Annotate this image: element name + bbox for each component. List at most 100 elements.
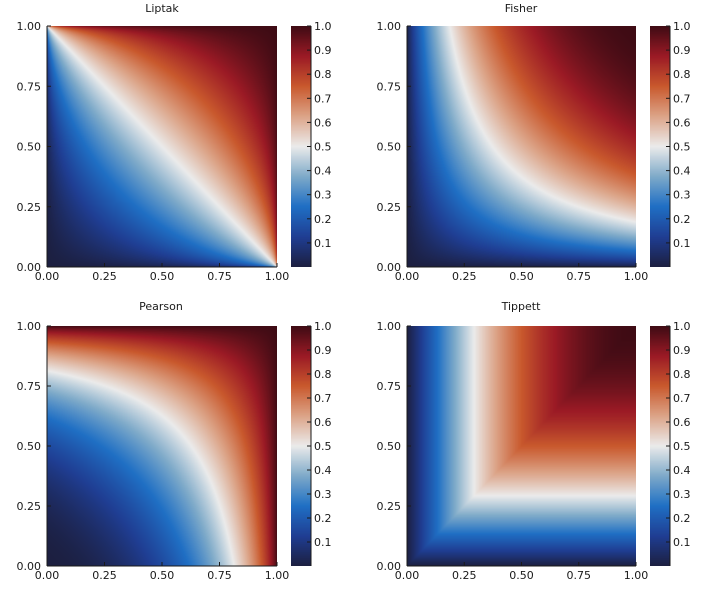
x-tick-label: 0.75: [567, 569, 592, 582]
x-tick-label: 0.75: [567, 270, 592, 283]
axes: 0.00 0.25 0.50 0.75 1.00 0.00 0.25 0.50 0.75 1.00: [377, 320, 649, 582]
colorbar-tick-label: 0.7: [314, 92, 332, 105]
y-tick-label: 0.75: [377, 80, 402, 93]
colorbar-tick-label: 1.0: [314, 320, 332, 333]
y-tick-label: 0.50: [17, 440, 42, 453]
y-tick-label: 0.00: [17, 560, 42, 573]
axes: 0.00 0.25 0.50 0.75 1.00 0.00 0.25 0.50 0.75 1.00: [377, 20, 649, 283]
y-tick-label: 0.00: [377, 261, 402, 274]
y-tick-label: 0.50: [377, 141, 402, 154]
colorbar-tick-label: 0.8: [314, 68, 332, 81]
heatmap-area: [407, 26, 636, 267]
colorbar-tick-label: 1.0: [314, 20, 332, 33]
x-tick-label: 0.25: [92, 270, 117, 283]
colorbar: [291, 26, 311, 267]
colorbar-tick-label: 1.0: [673, 320, 691, 333]
panel-title: Tippett: [501, 300, 541, 313]
x-tick-label: 0.50: [150, 569, 175, 582]
colorbar-tick-label: 0.4: [314, 464, 332, 477]
colorbar: [650, 326, 670, 566]
colorbar-tick-label: 0.8: [314, 368, 332, 381]
y-tick-label: 0.75: [17, 380, 42, 393]
heatmap-area: [47, 26, 277, 267]
x-tick-label: 0.25: [452, 270, 477, 283]
colorbar-tick-label: 0.3: [673, 189, 691, 202]
colorbar-axis: 0.1 0.2 0.3 0.4 0.5 0.6 0.7 0.8 0.9 1.0: [307, 320, 332, 566]
colorbar-axis: 0.1 0.2 0.3 0.4 0.5 0.6 0.7 0.8 0.9 1.0: [666, 320, 691, 566]
colorbar-tick-label: 0.1: [314, 536, 332, 549]
colorbar-tick-label: 0.4: [673, 165, 691, 178]
x-tick-label: 0.25: [452, 569, 477, 582]
panel-tippett: Tippett 0.00 0.25 0.50 0.75 1.000.000.250.50…: [377, 300, 691, 582]
panel-fisher: Fisher 0.00 0.25 0.50 0.75 1.000.000.250.500…: [377, 2, 691, 283]
y-tick-label: 0.75: [377, 380, 402, 393]
x-tick-label: 0.25: [92, 569, 117, 582]
colorbar-tick-label: 0.3: [673, 488, 691, 501]
colorbar-tick-label: 0.9: [314, 344, 332, 357]
axes: 0.00 0.25 0.50 0.75 1.00 0.00 0.25 0.50 0.75 1.00: [17, 320, 290, 582]
panel-title: Pearson: [139, 300, 183, 313]
x-tick-label: 0.75: [207, 270, 232, 283]
x-tick-label: 1.00: [624, 569, 649, 582]
colorbar: [291, 326, 311, 566]
y-tick-label: 1.00: [17, 320, 42, 333]
colorbar-tick-label: 0.2: [314, 512, 332, 525]
colorbar-tick-label: 0.5: [314, 141, 332, 154]
colorbar-tick-label: 0.4: [314, 165, 332, 178]
colorbar-tick-label: 0.7: [314, 392, 332, 405]
panel-liptak: Liptak 0.00 0.25 0.50 0.75 1.000.000.250.500…: [17, 2, 332, 283]
heatmap-area: [47, 326, 277, 566]
x-tick-label: 0.50: [509, 569, 534, 582]
x-tick-label: 0.00: [395, 270, 420, 283]
colorbar-tick-label: 1.0: [673, 20, 691, 33]
y-tick-label: 0.50: [17, 141, 42, 154]
panel-pearson: Pearson 0.00 0.25 0.50 0.75 1.000.000.250.50…: [17, 300, 332, 582]
colorbar-tick-label: 0.1: [673, 536, 691, 549]
colorbar-tick-label: 0.8: [673, 368, 691, 381]
x-tick-label: 0.75: [207, 569, 232, 582]
colorbar-tick-label: 0.6: [314, 416, 332, 429]
y-tick-label: 1.00: [17, 20, 42, 33]
y-tick-label: 0.75: [17, 80, 42, 93]
colorbar-tick-label: 0.8: [673, 68, 691, 81]
x-tick-label: 1.00: [624, 270, 649, 283]
panel-title: Liptak: [145, 2, 179, 15]
x-tick-label: 0.50: [150, 270, 175, 283]
colorbar-tick-label: 0.9: [673, 344, 691, 357]
heatmap-area: [407, 326, 636, 566]
colorbar-tick-label: 0.6: [673, 416, 691, 429]
y-tick-label: 0.25: [17, 500, 42, 513]
colorbar-tick-label: 0.5: [673, 141, 691, 154]
x-tick-label: 0.00: [35, 270, 60, 283]
colorbar-tick-label: 0.5: [314, 440, 332, 453]
colorbar-tick-label: 0.9: [314, 44, 332, 57]
y-tick-label: 0.25: [17, 201, 42, 214]
colorbar-axis: 0.1 0.2 0.3 0.4 0.5 0.6 0.7 0.8 0.9 1.0: [666, 20, 691, 267]
x-tick-label: 1.00: [265, 270, 290, 283]
y-tick-label: 1.00: [377, 320, 402, 333]
colorbar-tick-label: 0.9: [673, 44, 691, 57]
colorbar-axis: 0.1 0.2 0.3 0.4 0.5 0.6 0.7 0.8 0.9 1.0: [307, 20, 332, 267]
axes: 0.00 0.25 0.50 0.75 1.00 0.00 0.25 0.50 0.75 1.00: [17, 20, 290, 283]
colorbar-tick-label: 0.7: [673, 392, 691, 405]
x-tick-label: 1.00: [265, 569, 290, 582]
y-tick-label: 0.50: [377, 440, 402, 453]
panel-title: Fisher: [505, 2, 538, 15]
y-tick-label: 0.25: [377, 201, 402, 214]
x-tick-label: 0.00: [395, 569, 420, 582]
x-tick-label: 0.50: [509, 270, 534, 283]
colorbar-tick-label: 0.2: [673, 512, 691, 525]
colorbar-tick-label: 0.2: [314, 213, 332, 226]
colorbar-tick-label: 0.7: [673, 92, 691, 105]
colorbar-tick-label: 0.1: [673, 237, 691, 250]
x-tick-label: 0.00: [35, 569, 60, 582]
y-tick-label: 1.00: [377, 20, 402, 33]
colorbar-tick-label: 0.4: [673, 464, 691, 477]
colorbar-tick-label: 0.3: [314, 189, 332, 202]
colorbar-tick-label: 0.2: [673, 213, 691, 226]
y-tick-label: 0.00: [17, 261, 42, 274]
y-tick-label: 0.25: [377, 500, 402, 513]
colorbar-tick-label: 0.6: [314, 116, 332, 129]
colorbar-tick-label: 0.3: [314, 488, 332, 501]
